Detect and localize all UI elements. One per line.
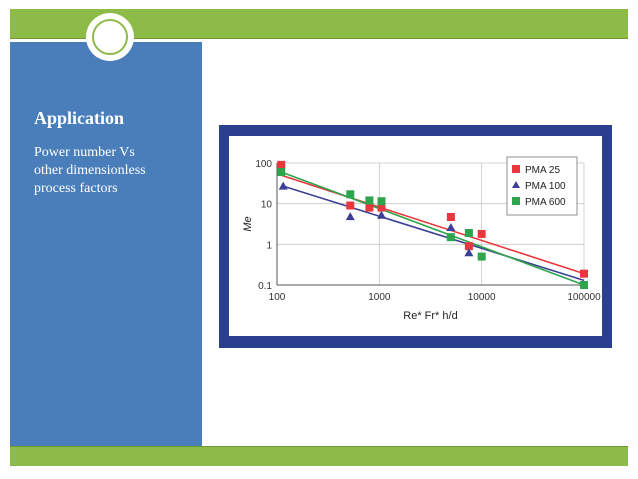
data-point-square (377, 203, 386, 212)
data-point-square (477, 252, 486, 261)
data-point-triangle (377, 210, 387, 219)
data-point-square (377, 197, 386, 206)
data-point-square (477, 229, 486, 238)
legend-label: PMA 600 (525, 197, 566, 208)
y-tick-label: 100 (255, 159, 272, 170)
y-tick-label: 1 (266, 240, 272, 251)
x-tick-label: 100 (269, 292, 286, 303)
data-point-square (580, 269, 588, 278)
circle-ring-icon (92, 19, 128, 55)
data-point-square (346, 201, 355, 210)
legend-marker-triangle (512, 181, 520, 188)
y-tick-label: 0.1 (258, 281, 272, 292)
legend-marker-square (512, 165, 520, 173)
legend-marker-square (512, 197, 520, 205)
data-point-square (464, 242, 473, 251)
data-point-triangle (345, 212, 355, 221)
data-point-square (277, 168, 286, 177)
data-point-square (277, 160, 286, 169)
slide-body-text: Power number Vs other dimensionless proc… (34, 145, 146, 196)
x-tick-label: 10000 (468, 292, 496, 303)
slide-title: Application (34, 108, 125, 128)
series-fit-line (280, 171, 585, 286)
side-panel (10, 42, 202, 446)
data-point-triangle (278, 181, 288, 190)
data-point-square (446, 233, 455, 242)
bottom-green-bar (10, 446, 628, 466)
top-dotted-divider (10, 40, 628, 42)
data-point-square (446, 213, 455, 222)
chart-frame: 100 1000 10000 100000 0.1 1 10 100 Re* Fr* h/d Me… (219, 125, 612, 348)
y-tick-label: 10 (261, 200, 273, 211)
x-tick-label: 100000 (567, 292, 601, 303)
data-point-square (580, 281, 588, 289)
data-point-square (365, 203, 374, 212)
x-axis-title: Re* Fr* h/d (403, 310, 457, 322)
legend-label: PMA 100 (525, 181, 566, 192)
data-point-square (346, 190, 355, 199)
chart: 100 1000 10000 100000 0.1 1 10 100 Re* Fr* h/d Me… (229, 136, 602, 336)
y-axis-title: Me (242, 216, 254, 231)
x-tick-label: 1000 (368, 292, 391, 303)
data-point-square (464, 228, 473, 237)
data-point-triangle (464, 248, 474, 257)
data-point-square (365, 196, 374, 205)
series-fit-line (280, 184, 585, 282)
data-point-triangle (446, 222, 456, 231)
legend-label: PMA 25 (525, 165, 560, 176)
